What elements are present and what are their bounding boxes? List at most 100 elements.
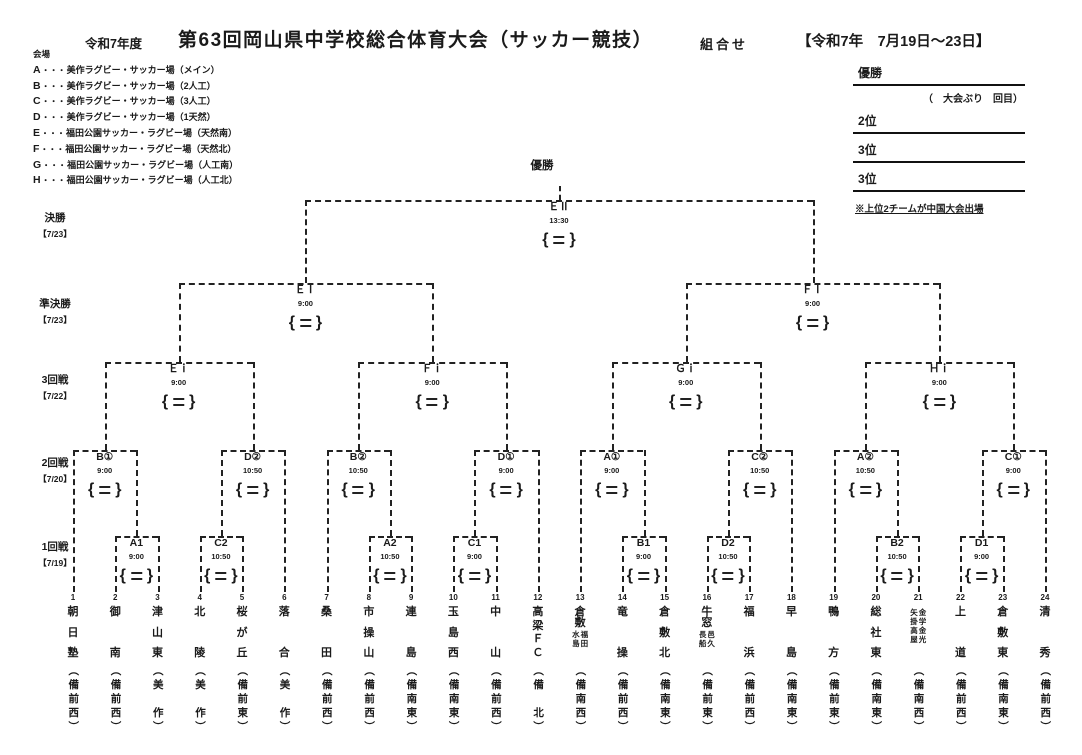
team-region: （備前西） bbox=[67, 665, 80, 735]
team-name: 朝日塾 bbox=[68, 607, 79, 659]
team-column: 13 倉敷福田水島 （備南西） bbox=[561, 594, 599, 736]
match-label: D2 bbox=[721, 537, 735, 549]
joint-team-column: 金学金光 bbox=[919, 608, 927, 644]
score-line bbox=[130, 572, 142, 575]
match-info: C② 10:50{} bbox=[743, 451, 776, 498]
score-open-brace: { bbox=[742, 481, 750, 499]
score-placeholder: {} bbox=[965, 568, 998, 584]
team-region: （備南東） bbox=[658, 665, 671, 735]
joint-team-char: 高 bbox=[910, 626, 918, 635]
score-line bbox=[247, 492, 259, 495]
team-name-char: 高 bbox=[532, 606, 544, 618]
venue-separator: ・・・ bbox=[41, 81, 66, 91]
team-name-char: 鴨 bbox=[828, 606, 840, 618]
team-name-char: 御 bbox=[109, 606, 121, 618]
score-placeholder: {} bbox=[415, 394, 448, 410]
score-line bbox=[352, 486, 364, 489]
score-open-brace: { bbox=[373, 567, 380, 585]
bracket-line-v bbox=[897, 450, 900, 536]
team-name: 鴨方 bbox=[828, 607, 839, 659]
match-time: 9:00 bbox=[424, 377, 440, 387]
venue-item: G ・・・ 福田公園サッカー・ラグビー場（人工南） bbox=[33, 158, 238, 171]
score-lines bbox=[99, 486, 111, 495]
bracket-line-h bbox=[199, 536, 243, 538]
score-line bbox=[754, 492, 766, 495]
team-name-char: 田 bbox=[321, 647, 333, 659]
score-line bbox=[722, 578, 734, 581]
joint-team-char: 学 bbox=[918, 617, 927, 626]
joint-team-names: 金学金光矢掛高屋 bbox=[910, 608, 926, 644]
joint-team-char: 水 bbox=[572, 630, 580, 639]
match-time: 9:00 bbox=[635, 551, 651, 561]
score-close-brace: } bbox=[654, 567, 661, 585]
team-name: 倉敷東 bbox=[997, 607, 1008, 659]
team-name-char: 桜 bbox=[236, 606, 248, 618]
score-line bbox=[426, 398, 438, 401]
venues-section: 会場 A ・・・ 美作ラグビー・サッカー場（メイン） B ・・・ 美作ラグビー・サッカー場… bbox=[33, 48, 238, 186]
score-placeholder: {} bbox=[997, 482, 1030, 498]
score-line bbox=[638, 578, 649, 581]
venues-heading: 会場 bbox=[33, 49, 51, 59]
match-label: A1 bbox=[129, 537, 144, 549]
venue-letter: C bbox=[33, 95, 41, 108]
score-line bbox=[606, 492, 618, 495]
score-lines bbox=[352, 486, 364, 495]
score-placeholder: {} bbox=[458, 568, 491, 584]
match-label: C② bbox=[751, 451, 769, 463]
match-label: B① bbox=[96, 451, 114, 463]
date-range: 【令和7年 7月19日～23日】 bbox=[797, 34, 991, 50]
joint-team-names: 邑久長船 bbox=[699, 630, 715, 648]
score-line bbox=[891, 578, 903, 581]
score-open-brace: { bbox=[288, 314, 295, 332]
score-placeholder: {} bbox=[711, 568, 744, 584]
team-name-char: 落 bbox=[278, 606, 290, 618]
round-date: 【7/23】 bbox=[38, 315, 72, 325]
match-time: 9:00 bbox=[678, 377, 694, 387]
score-close-brace: } bbox=[263, 481, 270, 499]
team-name-char: 山 bbox=[363, 647, 375, 659]
team-name-char: 島 bbox=[405, 647, 417, 659]
score-close-brace: } bbox=[400, 567, 407, 585]
score-open-brace: { bbox=[795, 314, 803, 332]
score-line bbox=[299, 319, 311, 322]
score-close-brace: } bbox=[115, 481, 122, 499]
bracket-line-h bbox=[728, 450, 792, 452]
score-line bbox=[215, 578, 227, 581]
team-name-char: 福 bbox=[743, 606, 755, 618]
joint-team-char: 船 bbox=[698, 639, 707, 648]
team-region: （備南東） bbox=[785, 665, 798, 735]
score-line bbox=[247, 486, 259, 489]
score-line bbox=[426, 404, 438, 407]
match-info: D2 10:50 {} bbox=[711, 537, 744, 584]
score-open-brace: { bbox=[87, 481, 95, 499]
score-placeholder: {} bbox=[743, 482, 776, 498]
team-name-char: 方 bbox=[828, 647, 840, 659]
match-info: A② 10:50{} bbox=[849, 451, 883, 499]
team-name-char: 浜 bbox=[743, 647, 755, 659]
score-line bbox=[807, 325, 819, 328]
bracket-line-v bbox=[136, 450, 139, 536]
score-close-brace: } bbox=[875, 481, 883, 499]
team-number: 12 bbox=[533, 593, 543, 602]
match-info: D① 9:00{} bbox=[489, 451, 522, 498]
team-name: 早島 bbox=[786, 607, 797, 659]
team-column: 8 市操山 （備前西） bbox=[350, 594, 388, 736]
match-label: D② bbox=[244, 451, 262, 463]
round-date: 【7/22】 bbox=[38, 391, 72, 401]
score-line bbox=[1007, 492, 1019, 495]
match-time: 10:50 bbox=[855, 465, 875, 475]
bracket-line-v bbox=[706, 536, 709, 592]
bracket-line-h bbox=[706, 536, 750, 538]
joint-team-char: 掛 bbox=[910, 617, 918, 626]
venue-name: 福田公園サッカー・ラグビー場（人工北） bbox=[66, 175, 238, 186]
match-time: 10:50 bbox=[718, 551, 738, 561]
match-label: A② bbox=[856, 451, 874, 463]
bracket-line-v bbox=[326, 450, 329, 592]
score-lines bbox=[933, 398, 945, 407]
venue-item: C ・・・ 美作ラグビー・サッカー場（3人工） bbox=[33, 94, 238, 107]
score-open-brace: { bbox=[626, 567, 633, 585]
bracket-line-v bbox=[73, 450, 75, 592]
bracket-line-v bbox=[611, 362, 614, 450]
